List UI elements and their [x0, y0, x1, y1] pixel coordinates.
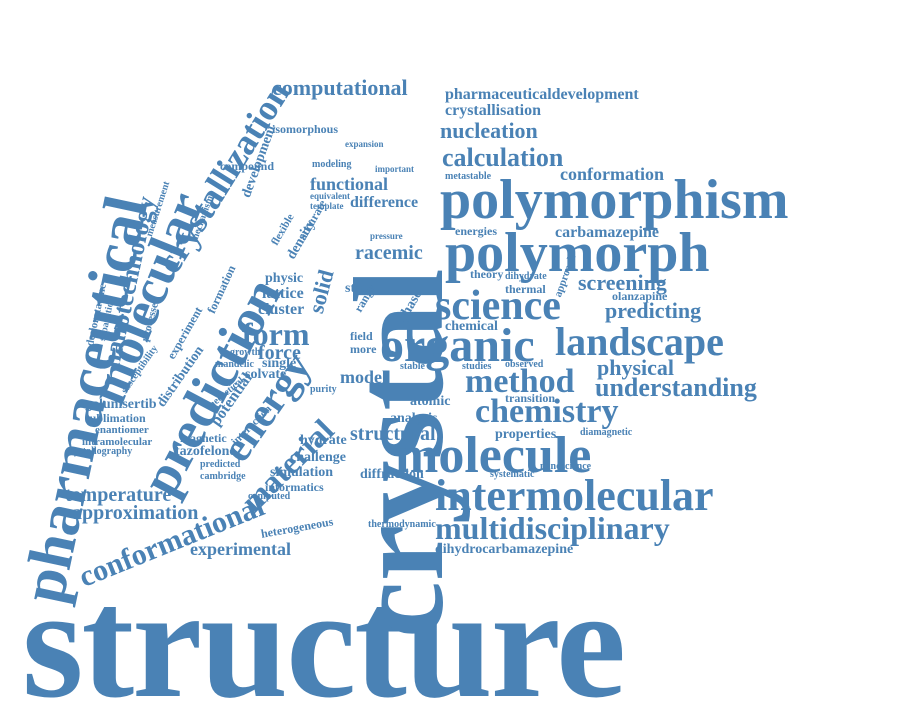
word-structure: structure — [22, 556, 626, 717]
word-dihydrocarbamazepine: dihydrocarbamazepine — [435, 542, 574, 557]
word-pharmaceuticaldevelopment: pharmaceuticaldevelopment — [445, 86, 639, 103]
word-studies: studies — [462, 361, 492, 372]
word-structural: structural — [350, 423, 436, 445]
word-chemistry: chemistry — [475, 393, 619, 430]
word-dihydrate: dihydrate — [505, 271, 547, 282]
word-informatics: informatics — [265, 480, 324, 494]
word-predicting: predicting — [605, 298, 702, 323]
word-cambridge: cambridge — [200, 471, 246, 482]
word-landscape: landscape — [555, 319, 724, 364]
word-functional: functional — [310, 174, 389, 194]
word-temperature: temperature — [65, 484, 172, 506]
word-computed: computed — [248, 491, 291, 502]
word-physical: physical — [597, 355, 675, 380]
word-screening: screening — [578, 270, 667, 295]
word-isomorphous: isomorphous — [272, 122, 339, 136]
word-racemic: racemic — [355, 242, 423, 264]
word-important: important — [375, 164, 414, 174]
word-transition: transition — [505, 391, 556, 405]
word-polymorphism: polymorphism — [440, 169, 789, 231]
word-chemical: chemical — [445, 319, 498, 334]
word-galunisertib: galunisertib — [85, 397, 157, 412]
word-simulation: simulation — [270, 465, 334, 480]
word-thermodynamic: thermodynamic — [368, 519, 436, 530]
word-crystallisation: crystallisation — [445, 102, 541, 119]
word-experimental: experimental — [190, 539, 291, 559]
word-solvate: solvate — [245, 367, 287, 382]
word-template: template — [310, 201, 344, 211]
word-heterogeneous: heterogeneous — [259, 514, 335, 541]
word-approximation: approximation — [72, 502, 199, 524]
word-systematic: systematic — [490, 469, 535, 480]
word-carbamazepine: carbamazepine — [555, 224, 659, 241]
word-expansion: expansion — [345, 139, 384, 149]
word-metastable: metastable — [445, 171, 492, 182]
word-computational: computational — [272, 75, 408, 100]
word-purity: purity — [310, 384, 337, 395]
word-nanoscience: nanoscience — [540, 461, 592, 472]
word-equivalent: equivalent — [310, 191, 351, 201]
word-diffraction: diffraction — [360, 467, 424, 482]
word-enantiomer: enantiomer — [95, 424, 149, 436]
word-energies: energies — [455, 224, 497, 238]
word-understanding: understanding — [595, 373, 757, 402]
word-form: form — [242, 316, 310, 352]
word-model: model — [340, 367, 387, 387]
word-diamagnetic: diamagnetic — [580, 427, 633, 438]
word-sublimation: sublimation — [85, 411, 146, 425]
word-crystallography: crystallography — [65, 446, 133, 457]
word-difference: difference — [350, 194, 419, 211]
word-compound: compound — [220, 159, 275, 173]
word-mandelic: mandelic — [215, 359, 254, 370]
word-tazofelone: tazofelone — [175, 444, 236, 459]
word-method: method — [465, 363, 575, 400]
word-intramolecular: intramolecular — [82, 436, 153, 448]
word-force: force — [258, 342, 301, 364]
word-olanzapine: olanzapine — [612, 289, 668, 303]
word-polymorph: polymorph — [445, 222, 710, 284]
word-predicted: predicted — [200, 459, 241, 470]
word-atomic: atomic — [410, 394, 451, 409]
word-state: state — [345, 281, 373, 296]
word-nucleation: nucleation — [440, 118, 538, 143]
word-challenge: challenge — [290, 450, 346, 465]
word-calculation: calculation — [442, 143, 564, 172]
word-intermolecular: intermolecular — [435, 471, 714, 520]
word-thermal: thermal — [505, 282, 546, 296]
word-analysis: analysis — [390, 411, 438, 426]
word-molecule: molecule — [395, 427, 592, 484]
word-science: science — [435, 283, 561, 329]
word-magnetic: magnetic — [180, 431, 227, 445]
word-more: more — [350, 342, 377, 356]
word-multidisciplinary: multidisciplinary — [435, 510, 670, 546]
word-pressure: pressure — [370, 231, 403, 241]
word-properties: properties — [495, 427, 557, 442]
word-cluster: cluster — [258, 301, 305, 318]
word-physic: physic — [265, 271, 304, 286]
word-lattice: lattice — [262, 285, 304, 302]
word-conformation: conformation — [560, 164, 664, 184]
word-single: single — [262, 356, 297, 371]
word-organic: organic — [380, 319, 535, 372]
word-field: field — [350, 329, 373, 343]
word-growth: growth — [230, 347, 261, 358]
word-stable: stable — [400, 361, 425, 372]
word-modeling: modeling — [312, 159, 352, 170]
word-observed: observed — [505, 359, 544, 370]
word-crystallization: crystallization — [148, 74, 298, 281]
word-hydrate: hydrate — [300, 433, 347, 448]
word-theory: theory — [470, 267, 504, 281]
